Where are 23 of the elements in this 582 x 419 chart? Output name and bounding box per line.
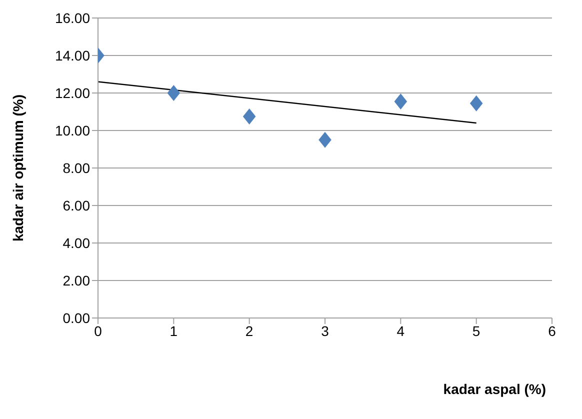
point: [318, 132, 332, 148]
y-tick-label: 2.00: [62, 272, 90, 288]
x-tick-label: 4: [396, 322, 405, 339]
x-tick-label: 6: [548, 322, 556, 339]
y-tick-label: 16.00: [54, 10, 90, 26]
x-tick-label: 2: [245, 322, 254, 339]
y-tick-label: 4.00: [62, 234, 90, 251]
y-tick-label: 0.00: [62, 310, 90, 326]
x-axis-title: kadar aspal (%): [443, 381, 546, 397]
x-tick-label: 5: [472, 322, 480, 339]
y-tick-label: 14.00: [54, 47, 90, 64]
x-tick-label: 0: [94, 322, 102, 339]
y-tick-label: 10.00: [54, 122, 90, 138]
x-tick-label: 1: [170, 322, 178, 339]
y-tick-label: 8.00: [62, 160, 90, 176]
x-tick-label: 3: [321, 322, 330, 339]
y-tick-label: 12.00: [54, 84, 90, 101]
y-axis-title: kadar air optimum (%): [10, 94, 26, 242]
point: [167, 85, 180, 101]
y-tick-label: 6.00: [62, 197, 90, 214]
point: [470, 95, 483, 112]
point: [394, 93, 408, 110]
point: [242, 108, 256, 124]
